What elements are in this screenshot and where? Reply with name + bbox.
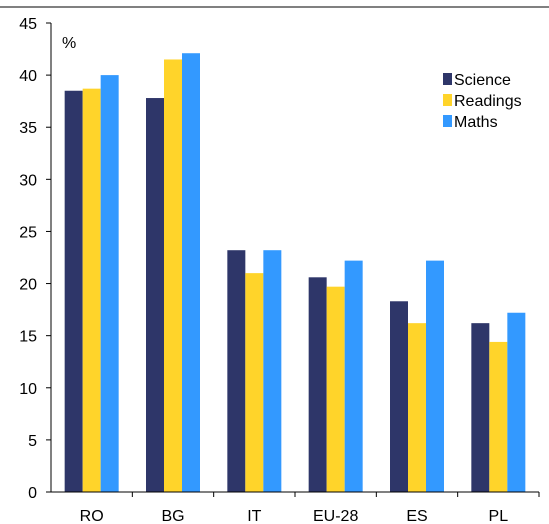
- bar-maths-bg: [182, 53, 200, 492]
- bar-readings-it: [245, 273, 264, 492]
- y-tick-label: 30: [19, 172, 37, 189]
- bar-science-ro: [64, 90, 83, 492]
- legend-swatch-maths: [443, 115, 452, 127]
- y-tick-label: 40: [19, 68, 37, 85]
- x-tick-label: PL: [489, 508, 509, 524]
- bar-science-bg: [146, 98, 164, 492]
- y-tick-label: 20: [19, 277, 37, 294]
- bar-readings-ro: [82, 88, 101, 492]
- x-tick-label: ES: [406, 508, 427, 524]
- y-tick-label: 0: [28, 485, 37, 502]
- bar-maths-eu-28: [344, 260, 363, 492]
- bar-readings-eu-28: [326, 286, 345, 492]
- y-tick-label: 35: [19, 120, 37, 137]
- bar-maths-es: [426, 260, 444, 492]
- x-tick-label: IT: [247, 508, 261, 524]
- legend: Science Readings Maths: [443, 72, 522, 131]
- y-tick-label: 5: [28, 433, 37, 450]
- bar-maths-pl: [507, 312, 526, 492]
- bar-science-es: [390, 301, 408, 492]
- y-tick-label: 25: [19, 224, 37, 241]
- bar-maths-it: [263, 250, 282, 492]
- plot-area: [64, 53, 526, 492]
- bar-readings-pl: [489, 341, 508, 492]
- legend-swatch-science: [443, 73, 452, 85]
- y-tick-label: 15: [19, 329, 37, 346]
- legend-label-maths: Maths: [454, 114, 498, 131]
- x-tick-label: RO: [80, 508, 104, 524]
- legend-label-science: Science: [454, 72, 511, 89]
- bar-science-it: [227, 250, 246, 492]
- bar-science-eu-28: [308, 277, 327, 492]
- axes: 0 5 10 15 20 25 30 35 40 45 RO BG IT EU-28 ES PL: [19, 16, 540, 524]
- y-axis-unit-label: %: [62, 35, 76, 52]
- bar-science-pl: [471, 323, 490, 492]
- legend-swatch-readings: [443, 94, 452, 106]
- y-tick-label: 45: [19, 16, 37, 33]
- legend-label-readings: Readings: [454, 93, 522, 110]
- x-tick-label: EU-28: [313, 508, 358, 524]
- bar-maths-ro: [100, 75, 119, 492]
- x-tick-label: BG: [161, 508, 184, 524]
- bar-readings-es: [408, 323, 426, 492]
- y-tick-label: 10: [19, 381, 37, 398]
- bar-readings-bg: [164, 59, 182, 492]
